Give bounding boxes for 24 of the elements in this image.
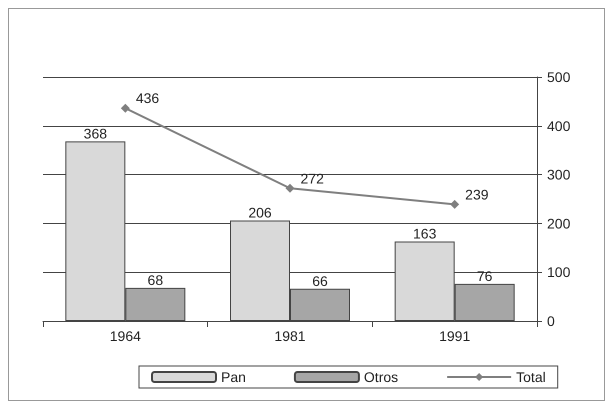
data-label: 66 <box>312 272 328 289</box>
y-tick-label: 300 <box>547 166 571 183</box>
y-tick-label: 200 <box>547 215 571 232</box>
point <box>120 104 130 113</box>
y-tick-label: 400 <box>547 118 571 134</box>
x-tick-label: 1964 <box>110 328 142 344</box>
y-tick-label: 100 <box>547 264 571 280</box>
data-label: 76 <box>476 268 493 284</box>
legend-label: Otros <box>364 369 398 385</box>
x-tick-label: 1981 <box>274 328 306 344</box>
data-label: 206 <box>248 204 272 220</box>
data-label: 68 <box>148 272 164 288</box>
legend-label: Total <box>516 369 546 385</box>
y-tick-label: 500 <box>547 69 571 85</box>
data-label: 436 <box>136 90 160 106</box>
data-label: 368 <box>84 125 108 142</box>
point <box>450 200 460 209</box>
data-label: 163 <box>412 225 437 242</box>
y-tick-label: 0 <box>547 313 555 329</box>
data-label: 272 <box>300 170 324 186</box>
point <box>286 184 294 193</box>
legend-label: Pan <box>221 369 246 385</box>
data-label: 239 <box>465 186 489 202</box>
x-tick-label: 1991 <box>439 328 470 344</box>
